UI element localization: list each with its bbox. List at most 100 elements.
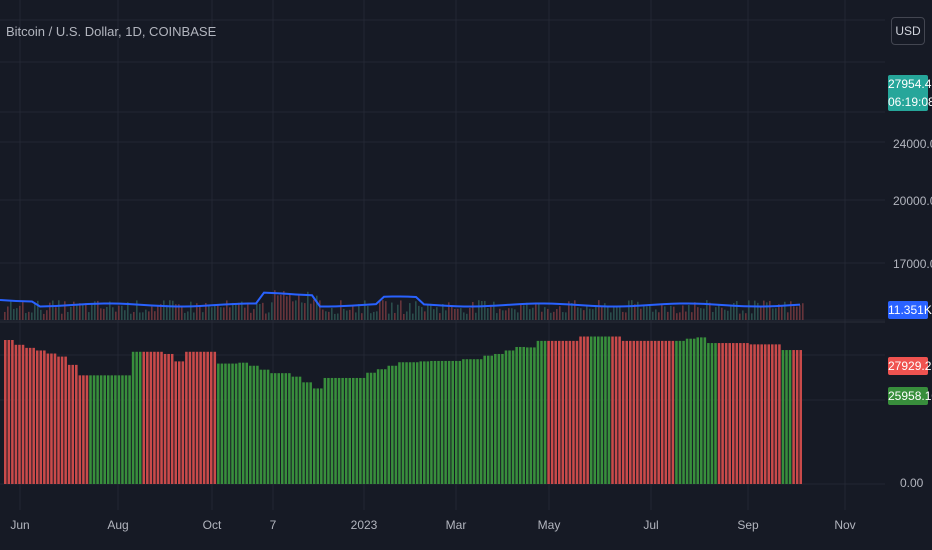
oscillator-bar [763, 344, 767, 484]
volume-bar [55, 307, 57, 320]
volume-bar [544, 307, 546, 320]
volume-bar [775, 308, 777, 320]
volume-bar [385, 301, 387, 320]
oscillator-bar [657, 340, 660, 484]
volume-bar [580, 308, 582, 320]
oscillator-bar [540, 340, 543, 484]
volume-bar [796, 306, 798, 320]
volume-bar [520, 304, 522, 320]
volume-bar [409, 303, 411, 320]
oscillator-bar [373, 372, 376, 484]
volume-bar [328, 311, 330, 320]
volume-bar [343, 308, 345, 320]
volume-bar [253, 309, 255, 320]
volume-bar [205, 302, 207, 320]
volume-bar [265, 313, 267, 320]
oscillator-bar [298, 376, 302, 484]
oscillator-bar [82, 375, 85, 484]
oscillator-bar [220, 363, 224, 484]
volume-bar [115, 311, 117, 320]
volume-bar [514, 309, 516, 320]
volume-bar [211, 307, 213, 320]
oscillator-high-tag: 27929.29 [888, 357, 932, 375]
oscillator-bar [249, 365, 252, 484]
oscillator-bar [440, 360, 444, 484]
oscillator-bar [593, 336, 597, 484]
volume-bar [58, 300, 60, 320]
volume-bar [226, 300, 228, 320]
volume-bar [352, 305, 354, 320]
volume-bar [631, 300, 633, 320]
volume-bar [736, 301, 738, 320]
volume-bar [703, 308, 705, 320]
volume-bar [676, 313, 678, 320]
oscillator-bar [419, 361, 423, 484]
oscillator-bar [334, 377, 337, 484]
oscillator-bar [156, 351, 160, 484]
volume-bar [625, 312, 627, 320]
volume-bar [706, 300, 708, 320]
volume-bar [586, 305, 588, 320]
volume-bar [604, 303, 606, 320]
oscillator-bar [572, 340, 575, 484]
volume-bar [88, 312, 90, 320]
volume-bar [142, 312, 144, 320]
oscillator-bar [376, 369, 380, 484]
oscillator-bar [618, 336, 621, 484]
volume-bar [688, 305, 690, 320]
oscillator-bar [494, 353, 497, 484]
volume-bar [754, 300, 756, 320]
volume-bar [361, 313, 363, 320]
oscillator-bar [412, 362, 415, 484]
volume-bar [175, 304, 177, 320]
volume-bar [565, 312, 567, 320]
oscillator-bar [170, 353, 174, 484]
volume-bar [499, 308, 501, 320]
volume-bar [370, 313, 372, 320]
volume-bar [244, 307, 246, 320]
currency-button[interactable]: USD [891, 17, 925, 45]
oscillator-bar [32, 347, 35, 484]
volume-bar [490, 304, 492, 320]
volume-bar [484, 300, 486, 320]
x-tick: 7 [269, 518, 277, 532]
oscillator-bar [536, 340, 540, 484]
x-tick: May [537, 518, 561, 532]
oscillator-bar [447, 360, 451, 484]
volume-bar [523, 305, 525, 320]
oscillator-bar [511, 350, 515, 484]
volume-bar [85, 303, 87, 320]
oscillator-bar [430, 360, 433, 484]
oscillator-bar [138, 351, 142, 484]
oscillator-bar [557, 340, 561, 484]
oscillator-bar [92, 375, 96, 484]
volume-bar [547, 308, 549, 320]
volume-bar [319, 300, 321, 320]
volume-bar [373, 311, 375, 320]
volume-bar [601, 306, 603, 320]
volume-bar [697, 307, 699, 320]
volume-bar [271, 302, 273, 320]
volume-bar [451, 305, 453, 320]
oscillator-bar [497, 353, 501, 484]
volume-bar [49, 302, 51, 320]
volume-bar [148, 311, 150, 320]
volume-bar [109, 301, 111, 320]
oscillator-bar [192, 351, 195, 484]
oscillator-bar [60, 356, 64, 484]
volume-bar [196, 303, 198, 320]
volume-bar [433, 309, 435, 320]
volume-bar [124, 310, 126, 320]
oscillator-bar [600, 336, 604, 484]
oscillator-bar [490, 355, 494, 484]
oscillator-bar [224, 363, 227, 484]
volume-bar [259, 303, 261, 320]
oscillator-bar [245, 362, 249, 484]
volume-bar [46, 310, 48, 320]
volume-bar [649, 304, 651, 320]
volume-bar [622, 311, 624, 320]
oscillator-bar [352, 377, 355, 484]
oscillator-bar [795, 350, 799, 484]
oscillator-bar [504, 350, 508, 484]
